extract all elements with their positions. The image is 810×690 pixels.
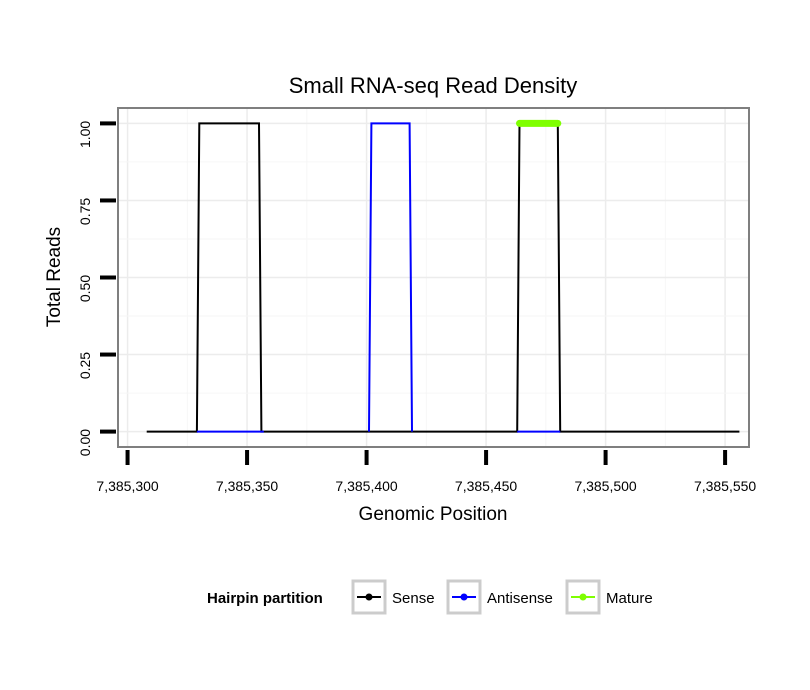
x-tick-label: 7,385,300 [96, 478, 158, 494]
y-axis-title: Total Reads [44, 227, 65, 327]
legend-item-mature: Mature [565, 579, 653, 615]
legend-dot-antisense [460, 593, 468, 601]
x-axis-title: Genomic Position [359, 504, 508, 525]
legend: Hairpin partition Sense Antisense Mature [207, 579, 653, 615]
plot-panel-border [117, 107, 750, 448]
series-line-sense [146, 122, 740, 433]
y-tick-label: 0.50 [77, 275, 93, 302]
grid [118, 108, 749, 447]
legend-item-sense: Sense [351, 579, 435, 615]
y-tick-label: 1.00 [77, 121, 93, 148]
x-tick-label: 7,385,500 [574, 478, 636, 494]
legend-label-sense: Sense [392, 590, 435, 607]
legend-label-antisense: Antisense [487, 590, 553, 607]
legend-dot-mature [579, 593, 587, 601]
axes: 7,385,300 7,385,350 7,385,400 7,385,450 7,38… [77, 121, 756, 494]
x-tick-label: 7,385,350 [216, 478, 278, 494]
legend-dot-sense [365, 593, 373, 601]
legend-item-antisense: Antisense [446, 579, 553, 615]
series-layer [146, 119, 740, 433]
series-line-antisense [368, 122, 413, 432]
chart-title: Small RNA-seq Read Density [289, 73, 578, 98]
x-tick-label: 7,385,550 [694, 478, 756, 494]
y-tick-label: 0.75 [77, 198, 93, 225]
x-tick-label: 7,385,450 [455, 478, 517, 494]
y-tick-label: 0.25 [77, 352, 93, 379]
legend-title: Hairpin partition [207, 590, 323, 607]
y-tick-label: 0.00 [77, 429, 93, 456]
x-tick-label: 7,385,400 [335, 478, 397, 494]
legend-label-mature: Mature [606, 590, 653, 607]
